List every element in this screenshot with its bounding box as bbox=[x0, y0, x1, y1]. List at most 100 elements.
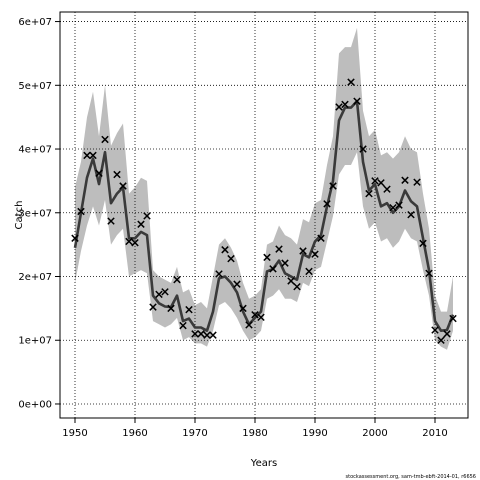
observed-point bbox=[413, 178, 421, 186]
observed-point-stroke bbox=[203, 331, 211, 339]
observed-point-stroke bbox=[281, 259, 289, 267]
observed-point-stroke bbox=[407, 210, 415, 219]
observed-point-stroke bbox=[389, 203, 397, 212]
observed-point-stroke bbox=[113, 170, 121, 179]
x-tick-label: 2000 bbox=[362, 428, 387, 439]
observed-point-stroke bbox=[155, 290, 163, 299]
observed-point-stroke bbox=[215, 270, 223, 278]
y-axis: 0e+00 1e+07 2e+07 3e+07 4e+07 5e+07 6e+07 bbox=[18, 17, 60, 410]
observed-point bbox=[143, 212, 151, 220]
observed-point-stroke bbox=[191, 330, 199, 338]
observed-point-stroke bbox=[179, 321, 187, 330]
observed-point bbox=[119, 182, 127, 190]
observed-point bbox=[305, 267, 313, 276]
observed-point bbox=[419, 239, 427, 248]
observed-point-stroke bbox=[449, 314, 457, 323]
observed-point-stroke bbox=[347, 78, 355, 86]
observed-point-stroke bbox=[209, 331, 217, 339]
observed-point-stroke bbox=[419, 239, 427, 248]
observed-point-stroke bbox=[395, 201, 403, 209]
observed-point-stroke bbox=[125, 237, 133, 246]
observed-point-stroke bbox=[359, 145, 367, 153]
observed-point bbox=[281, 259, 289, 267]
y-tick-label: 6e+07 bbox=[18, 17, 52, 28]
observed-point-stroke bbox=[119, 182, 127, 190]
observed-point-stroke bbox=[251, 311, 259, 319]
observed-point bbox=[395, 201, 403, 209]
observed-point-stroke bbox=[431, 326, 439, 334]
observed-point bbox=[443, 330, 451, 338]
observed-point bbox=[377, 179, 385, 187]
observed-point bbox=[113, 170, 121, 179]
x-axis: 1950 1960 1970 1980 1990 2000 2010 bbox=[62, 418, 448, 439]
observed-point-stroke bbox=[227, 254, 235, 263]
estimate-line bbox=[73, 99, 455, 333]
observed-point-stroke bbox=[149, 303, 157, 311]
observed-point-stroke bbox=[383, 185, 391, 193]
y-tick-label: 1e+07 bbox=[18, 336, 52, 347]
observed-point-stroke bbox=[341, 100, 349, 109]
observed-point-stroke bbox=[269, 265, 277, 273]
observed-point-stroke bbox=[425, 269, 433, 278]
observed-point bbox=[347, 78, 355, 86]
observed-point bbox=[275, 245, 283, 253]
observed-point bbox=[89, 151, 97, 160]
observed-point bbox=[155, 290, 163, 299]
observed-point-stroke bbox=[323, 200, 331, 208]
observed-point bbox=[269, 265, 277, 273]
observed-point bbox=[365, 189, 373, 198]
observed-point bbox=[101, 135, 109, 144]
observed-point bbox=[329, 182, 337, 190]
plot-frame bbox=[59, 11, 469, 419]
observed-point-stroke bbox=[365, 189, 373, 198]
observed-point bbox=[251, 311, 259, 319]
confidence-band bbox=[75, 27, 453, 350]
observed-point-stroke bbox=[401, 176, 409, 184]
observed-point bbox=[149, 303, 157, 311]
observed-point-stroke bbox=[329, 182, 337, 190]
observed-point bbox=[191, 330, 199, 338]
observed-point-stroke bbox=[299, 247, 307, 255]
observed-point-stroke bbox=[437, 336, 445, 344]
observed-point-stroke bbox=[161, 288, 169, 296]
observed-point bbox=[161, 288, 169, 296]
observed-point bbox=[263, 253, 271, 262]
observed-point-stroke bbox=[287, 277, 295, 285]
observed-point bbox=[371, 177, 379, 185]
observed-point-stroke bbox=[305, 267, 313, 276]
observed-point-stroke bbox=[83, 151, 91, 160]
observed-point bbox=[173, 275, 181, 284]
observed-point-stroke bbox=[257, 313, 265, 322]
observed-point-stroke bbox=[101, 135, 109, 144]
observed-point-stroke bbox=[293, 282, 301, 291]
observed-point bbox=[203, 331, 211, 339]
observed-point-stroke bbox=[131, 238, 139, 247]
footer-credit: stockassessment.org, sam-tmb-ebft-2014-0… bbox=[346, 474, 476, 480]
grid-layer bbox=[60, 12, 468, 418]
observed-point bbox=[425, 269, 433, 278]
x-tick-label: 1970 bbox=[182, 428, 207, 439]
observed-point-stroke bbox=[233, 280, 241, 288]
x-tick-label: 2010 bbox=[422, 428, 447, 439]
observed-point bbox=[299, 247, 307, 255]
observed-point-stroke bbox=[353, 97, 361, 105]
observed-point bbox=[197, 330, 205, 338]
observed-point bbox=[95, 169, 103, 177]
observed-point bbox=[245, 321, 253, 329]
y-tick-label: 5e+07 bbox=[18, 81, 52, 92]
observed-point bbox=[227, 254, 235, 263]
estimate-line-layer bbox=[73, 99, 455, 333]
observed-point bbox=[209, 331, 217, 339]
observed-point-stroke bbox=[413, 178, 421, 186]
observed-point bbox=[233, 280, 241, 288]
observed-point-stroke bbox=[77, 207, 85, 216]
y-tick-label: 4e+07 bbox=[18, 145, 52, 156]
observed-points-layer bbox=[71, 78, 457, 344]
observed-point bbox=[83, 151, 91, 160]
observed-point bbox=[167, 304, 175, 313]
confidence-band-layer bbox=[75, 27, 453, 350]
observed-point-stroke bbox=[167, 304, 175, 313]
observed-point bbox=[389, 203, 397, 212]
y-axis-title: Catch bbox=[14, 201, 25, 230]
